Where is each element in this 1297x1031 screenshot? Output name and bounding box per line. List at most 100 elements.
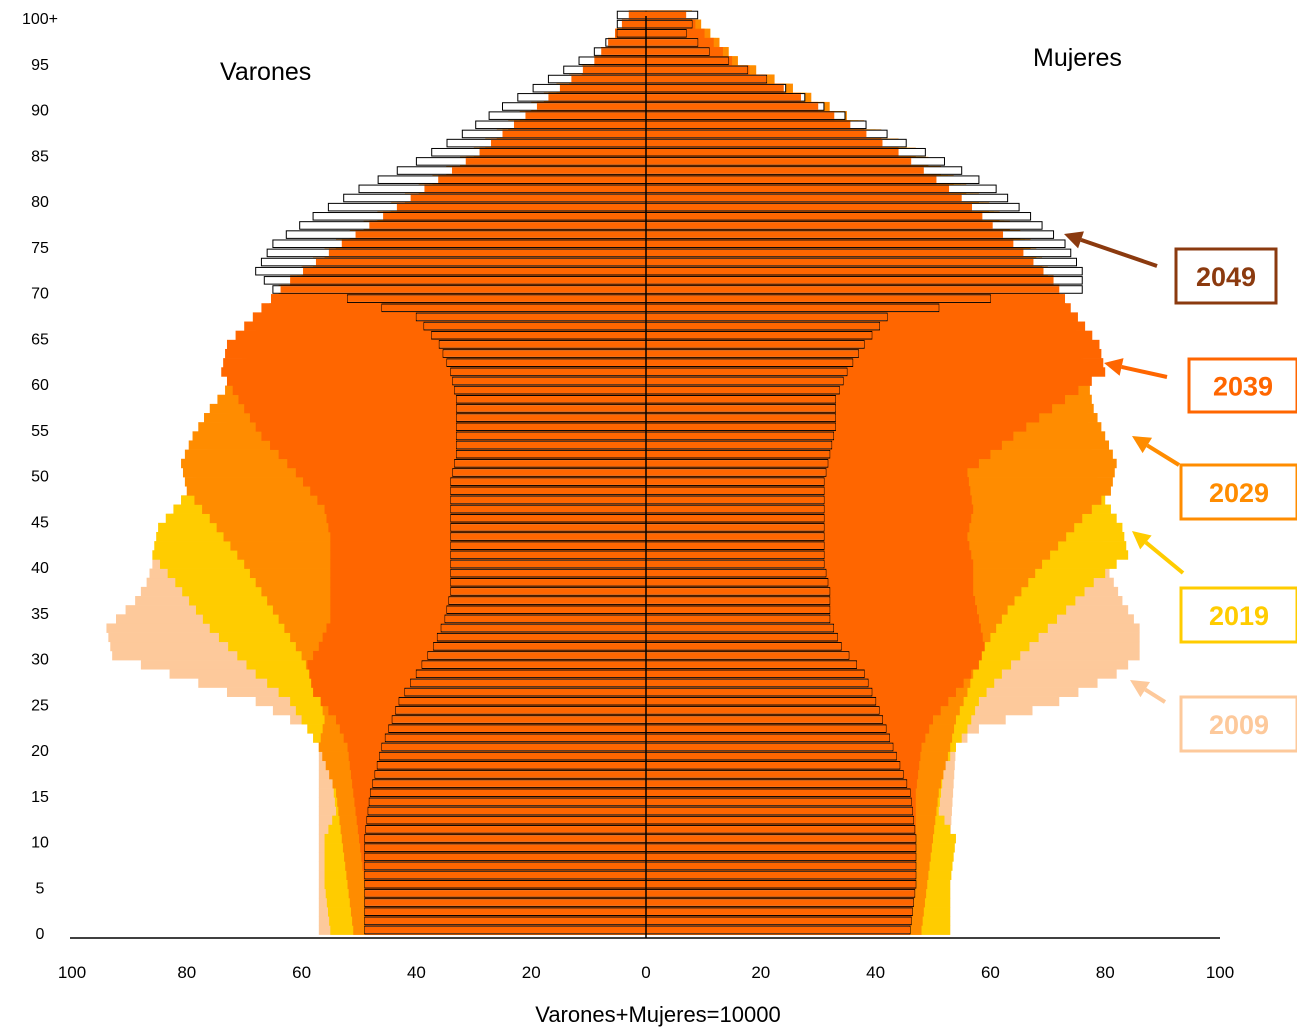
bar-women-2049-fill [646,423,836,431]
y-tick-labels: 0 5 10 15 20 25 30 35 40 45 50 55 60 65 70 75 80 85 90 95 10… [22,11,58,943]
bar-women-2049-fill [646,606,830,614]
y-tick-label: 70 [31,286,49,303]
bar-men-2049-fill [375,771,646,778]
bar-men-2049-fill [364,871,646,879]
bar-women-2049-fill [646,899,914,906]
bar-women-2049-fill [646,30,687,37]
bar-men-2049-fill [367,816,646,824]
bar-women-2049-fill [646,533,824,540]
legend-box [1174,247,1278,305]
bar-women-2049-fill [646,798,912,806]
bar-men-2039 [255,422,646,432]
bar-women-2049-fill [646,579,828,586]
bar-men-2049-fill [513,121,646,129]
bar-men-2049-fill [450,487,646,495]
bar-men-2049-fill [410,194,646,202]
bar-men-2049-fill [395,707,646,714]
bar-women-2049-fill [646,359,853,366]
bar-women-2049-fill [646,103,819,110]
bar-women-2049-fill [646,707,880,714]
bar-men-2049-fill [452,469,646,476]
legend-arrow-shaft [1121,364,1168,379]
bar-men-2049-fill [454,460,646,467]
bar-women-2049-fill [646,771,904,778]
bar-men-2049-fill [364,899,646,906]
y-tick-label: 10 [31,835,49,852]
y-tick-label: 80 [31,194,49,211]
bar-men-2049-fill [450,524,646,531]
y-tick-label: 0 [36,926,45,943]
bar-men-2049-fill [427,652,646,659]
bar-men-2039 [244,403,646,414]
bar-women-2049-fill [646,441,832,449]
bar-men-2049-fill [379,752,646,760]
bar-men-2049-fill [369,798,646,806]
bar-women-2049-fill [646,743,893,751]
bar-women-2049-fill [646,734,890,742]
bar-men-2049-fill [594,57,646,65]
bar-men-2049-fill [456,414,646,421]
bar-women-2049-fill [646,405,836,412]
bar-men-2049-fill [447,606,646,614]
x-tick-label: 60 [292,963,311,982]
legend-arrow-shaft [1080,237,1158,268]
y-tick-label: 15 [31,789,49,806]
y-tick-label: 85 [31,148,49,165]
bar-women-2049-fill [646,460,828,467]
bar-men-2039 [249,413,646,423]
bar-women-2049-fill [646,588,830,595]
bar-women-2039 [646,348,1102,359]
y-tick-label: 40 [31,560,49,577]
bar-women-2049-fill [646,203,973,211]
bar-men-2049-fill [525,112,646,119]
x-tick-label: 80 [1096,963,1115,982]
x-tick-label: 100 [58,963,86,982]
bar-women-2049-fill [646,661,857,668]
bar-women-2049-fill [646,560,824,568]
bar-women-2049-fill [646,240,1014,248]
bar-women-2049-fill [646,341,865,348]
bar-women-2049-fill [646,478,824,485]
y-tick-label: 30 [31,652,49,669]
y-tick-label: 25 [31,697,49,714]
bar-men-2049-fill [364,908,646,915]
bar-women-2049-fill [646,39,698,46]
bar-women-2049-fill [646,569,826,577]
bar-women-2049-fill [646,816,914,824]
bar-women-2049-fill [646,368,847,376]
bar-women-2039 [646,376,1092,386]
bar-men-2049-fill [410,679,646,687]
bar-women-2049-fill [646,862,916,870]
bar-women-2049-fill [646,185,950,193]
bar-men-2049-fill [372,780,646,787]
bar-men-2049-fill [416,313,646,321]
bar-women-2039 [646,413,1040,423]
y-tick-label: 50 [31,469,49,486]
bar-women-2049-fill [646,432,834,440]
bar-men-2049-fill [447,359,646,366]
bar-men-2049-fill [450,478,646,485]
bar-men-2049-fill [392,716,646,723]
bar-men-2049-fill [369,222,646,229]
bar-women-2039 [646,403,1053,414]
bar-women-2049-fill [646,331,872,339]
women-side-label: Mujeres [1033,44,1122,72]
bar-men-2049-fill [364,835,646,842]
bar-women-2049-fill [646,487,824,495]
bar-men-2049-fill [441,624,646,632]
bar-men-2049-fill [399,697,646,705]
bar-women-2049-fill [646,652,849,659]
bar-men-2049-fill [621,20,646,28]
bar-women-2049-fill [646,917,912,925]
legend-arrow-head [1132,531,1152,550]
legend-item-2009: 2009 [1130,680,1297,753]
bar-men-2049-fill [628,11,646,19]
bar-men-2049-fill [396,203,646,211]
bar-men-2049-fill [381,304,646,312]
bar-men-2039 [225,348,647,359]
bar-men-2049-fill [303,267,646,275]
x-tick-label: 20 [751,963,770,982]
bar-women-2049-fill [646,725,886,732]
bar-women-2049-fill [646,469,826,476]
bar-women-2049-fill [646,377,844,385]
